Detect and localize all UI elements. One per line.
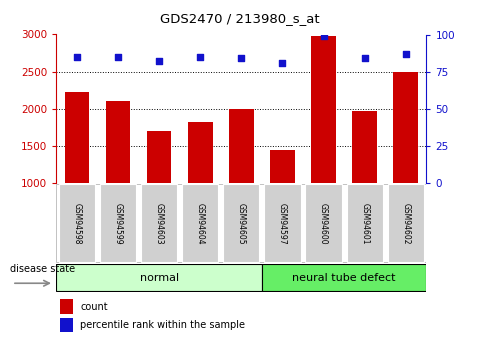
FancyBboxPatch shape: [141, 185, 177, 262]
FancyBboxPatch shape: [56, 265, 262, 291]
Text: percentile rank within the sample: percentile rank within the sample: [80, 320, 245, 330]
Bar: [147, 131, 172, 183]
Bar: [60, 317, 73, 332]
Text: GSM94600: GSM94600: [319, 203, 328, 244]
Point: [238, 56, 245, 61]
Point: [196, 54, 204, 60]
Bar: [65, 92, 89, 183]
Bar: [393, 72, 418, 183]
Text: GSM94605: GSM94605: [237, 203, 246, 244]
Bar: [229, 109, 254, 183]
FancyBboxPatch shape: [223, 185, 259, 262]
FancyBboxPatch shape: [182, 185, 219, 262]
Text: GSM94602: GSM94602: [401, 203, 410, 244]
FancyBboxPatch shape: [59, 185, 95, 262]
Point: [361, 56, 368, 61]
Text: count: count: [80, 302, 108, 312]
Point: [319, 33, 327, 39]
FancyBboxPatch shape: [388, 185, 424, 262]
Text: GSM94601: GSM94601: [360, 203, 369, 244]
FancyBboxPatch shape: [264, 185, 300, 262]
Bar: [270, 150, 295, 183]
Text: GSM94603: GSM94603: [155, 203, 164, 244]
FancyBboxPatch shape: [100, 185, 136, 262]
Text: GSM94597: GSM94597: [278, 203, 287, 244]
Bar: [311, 36, 336, 183]
Point: [114, 54, 122, 60]
Text: GDS2470 / 213980_s_at: GDS2470 / 213980_s_at: [160, 12, 320, 25]
Point: [278, 60, 286, 66]
Text: GSM94604: GSM94604: [196, 203, 205, 244]
FancyBboxPatch shape: [346, 185, 383, 262]
Point: [73, 54, 81, 60]
Text: GSM94599: GSM94599: [114, 203, 122, 244]
Text: normal: normal: [140, 273, 179, 283]
FancyBboxPatch shape: [305, 185, 342, 262]
Point: [155, 58, 163, 64]
Bar: [188, 122, 213, 183]
Text: disease state: disease state: [10, 265, 75, 274]
Bar: [352, 111, 377, 183]
Text: GSM94598: GSM94598: [73, 203, 81, 244]
Text: neural tube defect: neural tube defect: [293, 273, 396, 283]
Point: [402, 51, 410, 57]
Bar: [60, 299, 73, 314]
FancyBboxPatch shape: [262, 265, 426, 291]
Bar: [106, 101, 130, 183]
